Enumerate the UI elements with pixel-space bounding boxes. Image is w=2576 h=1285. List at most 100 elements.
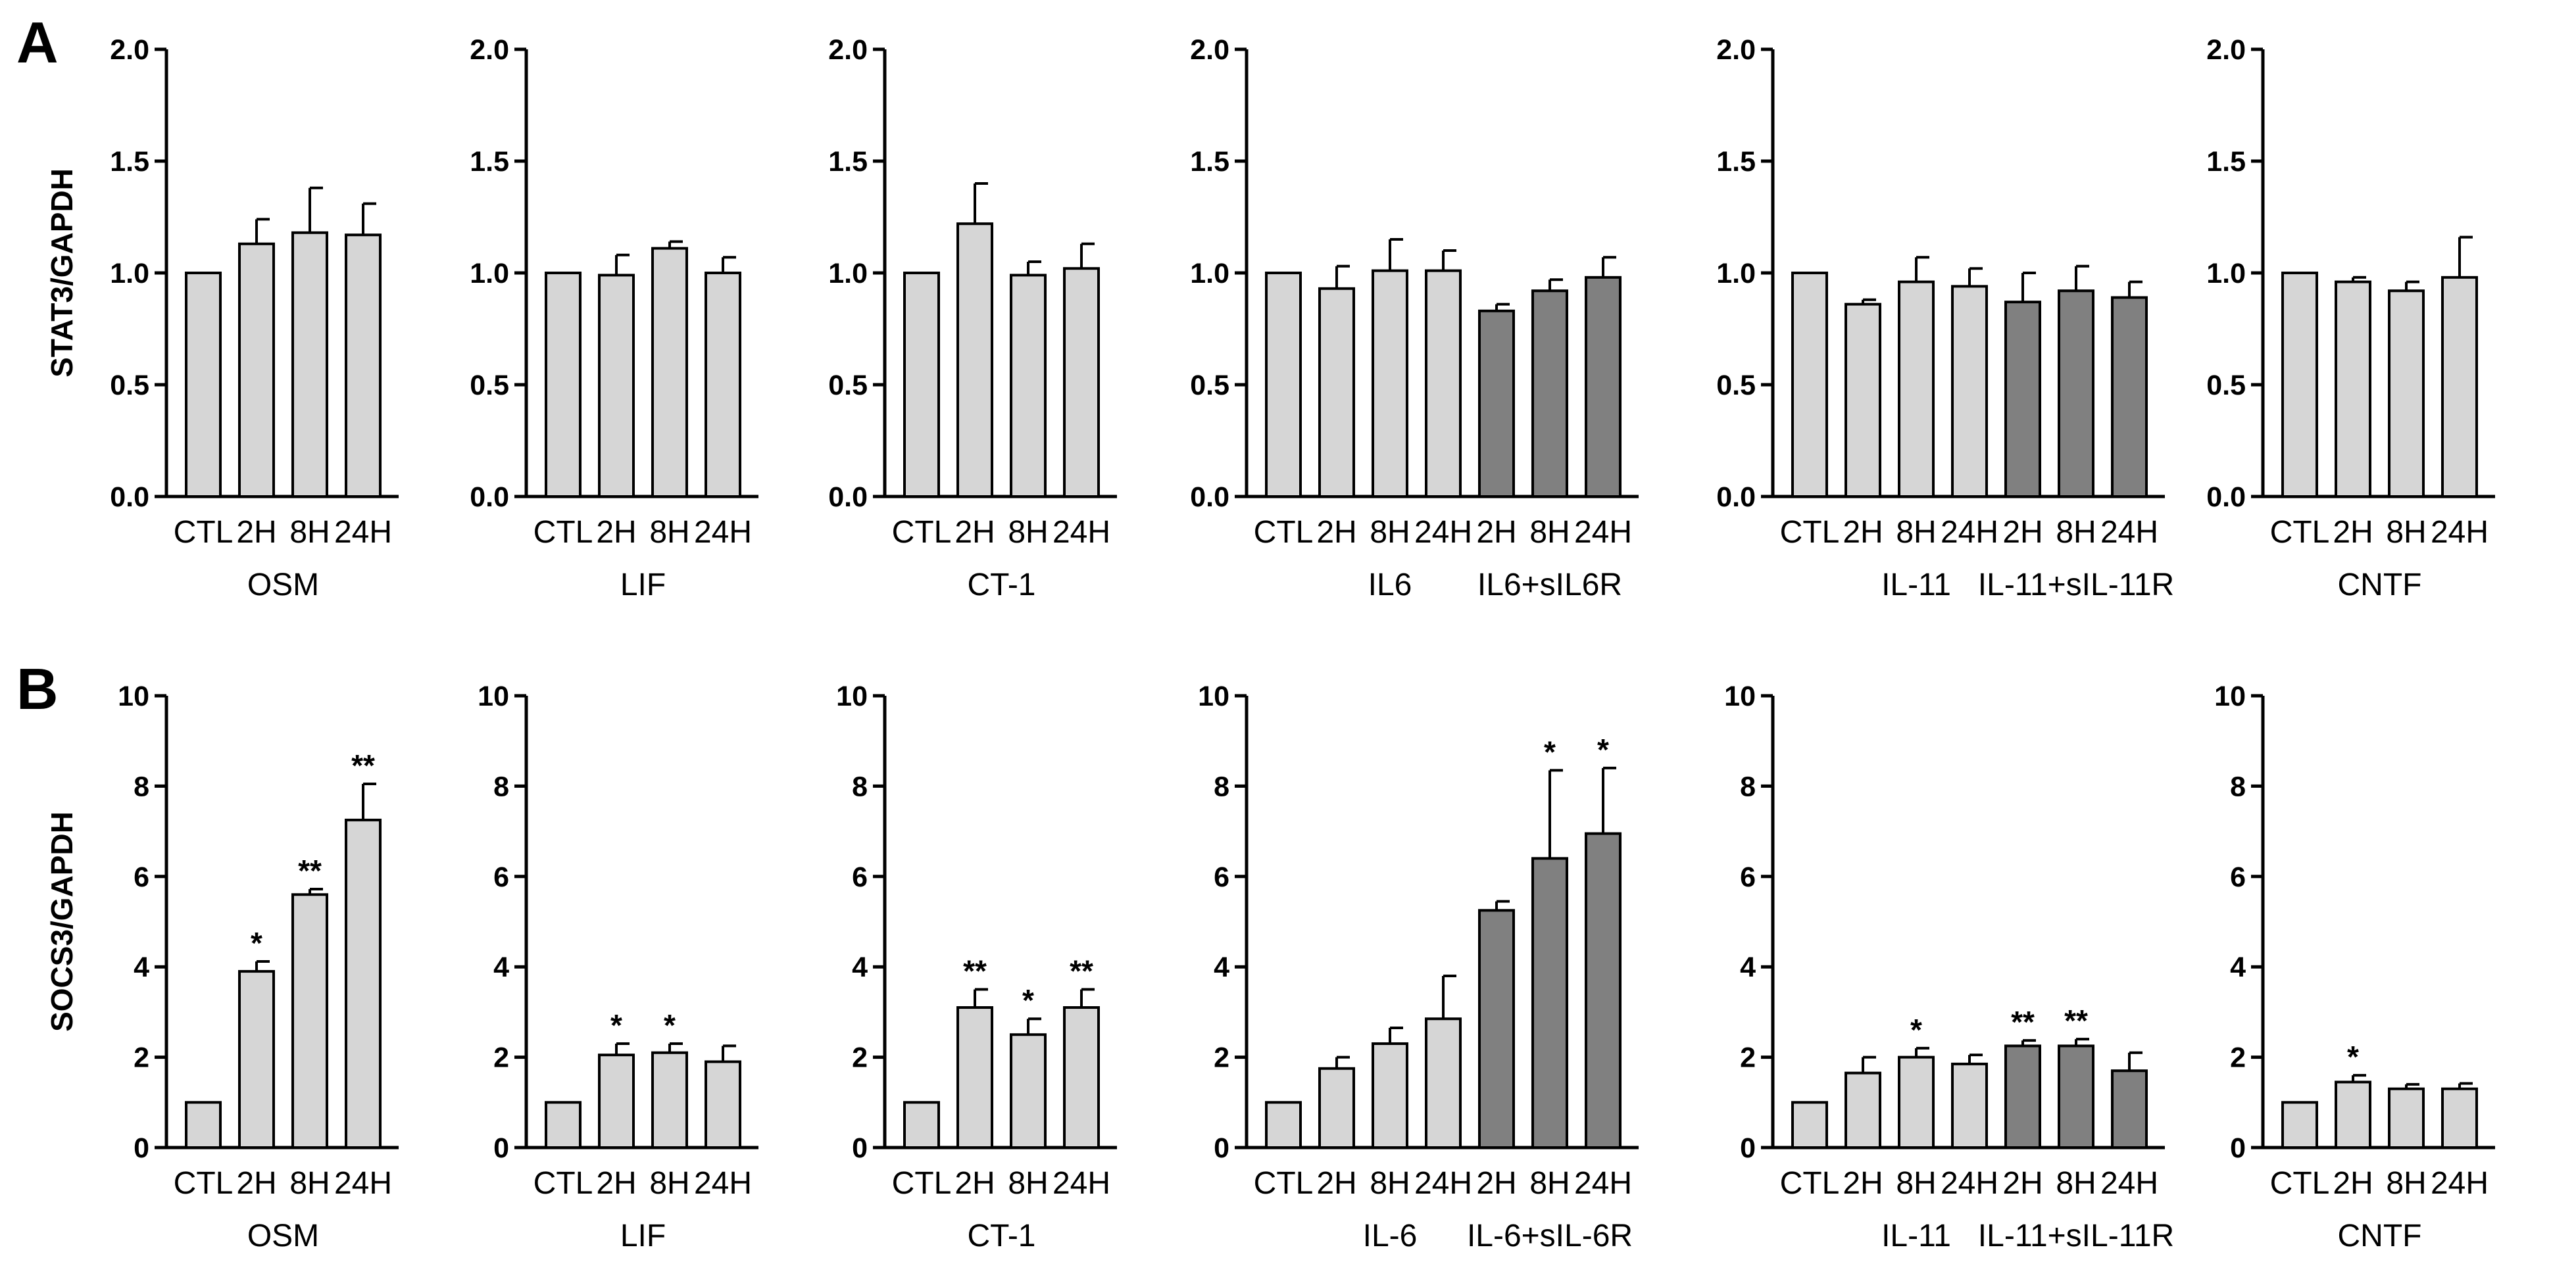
significance-marker: ** — [298, 854, 322, 888]
x-tick-label: 2H — [1476, 515, 1516, 550]
y-tick-label: 4 — [493, 952, 509, 983]
y-tick-label: 0 — [134, 1132, 149, 1164]
x-tick-label: CTL — [1254, 1166, 1314, 1201]
y-tick-label: 0.5 — [828, 370, 868, 401]
subplot-b-1: 0 2 4 6 8 10 CTL * 2H ** 8H ** 24H OSM SOCS3/GAPDH B — [16, 656, 399, 1253]
bar — [1898, 1055, 1935, 1149]
x-tick-label: 24H — [334, 1166, 392, 1201]
group-label: CT-1 — [967, 568, 1035, 602]
subplot-b-6: 0 2 4 6 8 10 CTL * 2H 8H 24H CNTF — [2214, 681, 2495, 1253]
significance-marker: ** — [1070, 954, 1093, 988]
x-tick-label: 2H — [954, 1166, 995, 1201]
subplot-b-2: 0 2 4 6 8 10 CTL * 2H * 8H 24H LIF — [478, 681, 758, 1253]
x-tick-label: 8H — [289, 1166, 330, 1201]
bar — [651, 1051, 688, 1149]
bar — [2111, 296, 2148, 498]
x-tick-label: 2H — [1316, 515, 1356, 550]
bar — [1265, 1101, 1302, 1150]
bar — [1845, 303, 1881, 498]
y-tick-label: 8 — [2230, 771, 2246, 802]
bar — [1531, 857, 1568, 1149]
significance-marker: * — [1597, 733, 1609, 767]
x-tick-label: 8H — [1370, 515, 1410, 550]
bar — [2111, 1069, 2148, 1149]
significance-marker: * — [664, 1008, 676, 1042]
y-tick-label: 6 — [493, 861, 509, 893]
y-tick-label: 2 — [134, 1042, 149, 1074]
y-tick-label: 6 — [2230, 861, 2246, 893]
y-tick-label: 0.0 — [1190, 481, 1229, 513]
y-tick-label: 4 — [134, 952, 149, 983]
x-tick-label: 2H — [2002, 1166, 2043, 1201]
bar — [1845, 1071, 1881, 1150]
x-tick-label: 24H — [1414, 1166, 1472, 1201]
y-tick-label: 1.0 — [828, 258, 868, 289]
bar — [345, 818, 382, 1150]
bar — [1425, 269, 1462, 498]
group-label: IL-6+sIL-6R — [1467, 1219, 1633, 1253]
bar — [2441, 1087, 2478, 1149]
y-tick-label: 8 — [1214, 771, 1229, 802]
panel-letter: A — [16, 10, 59, 75]
bar — [2058, 289, 2094, 498]
y-tick-label: 0.5 — [1716, 370, 1756, 401]
bar — [1063, 1006, 1100, 1150]
y-tick-label: 4 — [1214, 952, 1229, 983]
bar — [185, 272, 222, 498]
group-label: CNTF — [2338, 1219, 2422, 1253]
x-tick-label: 2H — [236, 1166, 276, 1201]
y-tick-label: 0 — [1214, 1132, 1229, 1164]
y-tick-label: 10 — [118, 681, 149, 712]
x-tick-label: 8H — [1008, 1166, 1048, 1201]
x-tick-label: 8H — [1008, 515, 1048, 550]
bar — [1265, 272, 1302, 498]
x-tick-label: 2H — [1843, 1166, 1883, 1201]
bar — [1791, 272, 1828, 498]
y-tick-label: 6 — [134, 861, 149, 893]
group-label: IL6 — [1368, 568, 1412, 602]
x-tick-label: 8H — [2056, 1166, 2096, 1201]
y-tick-label: 10 — [478, 681, 509, 712]
bar — [903, 1101, 940, 1150]
y-tick-label: 0 — [1740, 1132, 1756, 1164]
x-tick-label: 2H — [1476, 1166, 1516, 1201]
bar — [2004, 301, 2041, 498]
x-tick-label: 24H — [2100, 1166, 2158, 1201]
x-tick-label: 8H — [2056, 515, 2096, 550]
y-tick-label: 6 — [852, 861, 868, 893]
bar — [2388, 289, 2425, 498]
x-tick-label: 24H — [694, 515, 752, 550]
bar — [1010, 1033, 1047, 1149]
bar — [238, 970, 275, 1149]
bar — [2281, 272, 2318, 498]
subplot-a-1: 0.0 0.5 1.0 1.5 2.0 CTL 2H 8H 24H OSM STAT3/GAPDH A — [16, 10, 399, 602]
y-tick-label: 1.0 — [1716, 258, 1756, 289]
bar — [291, 893, 328, 1150]
bar — [1478, 909, 1515, 1149]
y-tick-label: 2.0 — [1190, 34, 1229, 66]
y-tick-label: 0.5 — [470, 370, 509, 401]
bar — [2058, 1044, 2094, 1150]
x-tick-label: 24H — [1574, 515, 1632, 550]
significance-marker: * — [1022, 983, 1034, 1017]
significance-marker: * — [1544, 735, 1556, 769]
y-tick-label: 0 — [493, 1132, 509, 1164]
bar — [1791, 1101, 1828, 1150]
bar — [705, 1060, 741, 1149]
bar — [705, 272, 741, 498]
y-tick-label: 2 — [1740, 1042, 1756, 1074]
group-label: IL-11+sIL-11R — [1978, 1219, 2174, 1253]
y-axis-label: SOCS3/GAPDH — [45, 812, 79, 1032]
x-tick-label: CTL — [2270, 515, 2330, 550]
x-tick-label: 8H — [2386, 1166, 2426, 1201]
x-tick-label: 24H — [1053, 515, 1110, 550]
bar — [651, 247, 688, 498]
bar — [2335, 280, 2371, 498]
y-tick-label: 0.0 — [1716, 481, 1756, 513]
group-label: LIF — [620, 568, 666, 602]
significance-marker: ** — [2011, 1005, 2035, 1039]
bar — [956, 1006, 993, 1150]
x-tick-label: 24H — [2431, 515, 2489, 550]
